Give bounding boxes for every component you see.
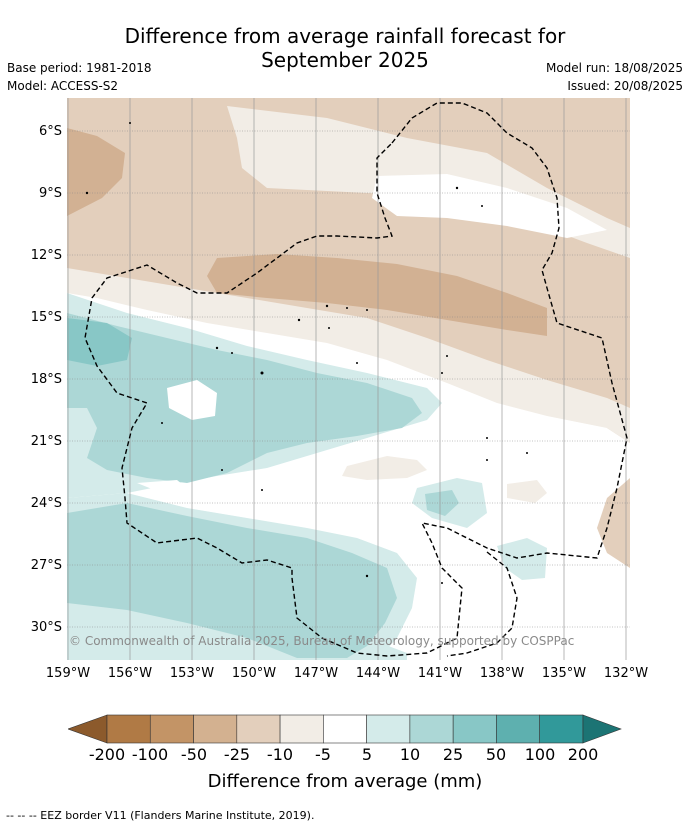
lat-label-12s: 12°S: [30, 248, 62, 263]
map-meridians: [67, 98, 627, 660]
eez-borders: [84, 102, 628, 657]
lat-label-6s: 6°S: [38, 124, 62, 139]
lat-label-18s: 18°S: [30, 372, 62, 387]
lon-label-141w: 141°W: [417, 666, 463, 681]
eez-footnote: -- -- -- EEZ border V11 (Flanders Marine…: [6, 809, 315, 822]
map-title: Difference from average rainfall forecas…: [0, 24, 690, 72]
wet-anomaly-core: [67, 318, 132, 366]
colorbar-extend-low: [67, 714, 108, 744]
wet-anomaly-south-mid: [67, 503, 397, 658]
colorbar-cell-0: [106, 714, 151, 744]
colorbar-cell-5: [323, 714, 367, 744]
meta-right: Model run: 18/08/2025 Issued: 20/08/2025: [546, 59, 683, 95]
colorbar-title: Difference from average (mm): [207, 771, 483, 792]
colorbar-cell-6: [366, 714, 411, 744]
colorbar-label-neg50: -50: [180, 745, 208, 764]
colorbar-cell-1: [149, 714, 194, 744]
colorbar-label-neg25: -25: [223, 745, 251, 764]
base-period: Base period: 1981-2018: [7, 61, 152, 75]
lon-label-144w: 144°W: [355, 666, 401, 681]
lon-label-147w: 147°W: [293, 666, 339, 681]
copyright-notice: © Commonwealth of Australia 2025, Bureau…: [69, 634, 575, 648]
lon-label-135w: 135°W: [541, 666, 587, 681]
colorbar-label-200: 200: [567, 745, 599, 764]
slightly-dry-band-south: [67, 268, 630, 443]
colorbar-cell-3: [236, 714, 281, 744]
colorbar-label-100: 100: [524, 745, 556, 764]
rainfall-map: [67, 98, 630, 660]
colorbar-label-neg10: -10: [266, 745, 294, 764]
very-dry-anomaly-region: [207, 254, 547, 336]
near-average-north: [372, 174, 607, 238]
lon-label-159w: 159°W: [45, 666, 91, 681]
lat-label-15s: 15°S: [30, 310, 62, 325]
issued-date: Issued: 20/08/2025: [567, 79, 683, 93]
colorbar-cells: [106, 714, 584, 744]
lon-label-153w: 153°W: [169, 666, 215, 681]
colorbar-extend-high: [582, 714, 622, 744]
lat-label-27s: 27°S: [30, 558, 62, 573]
island-markers: [85, 122, 528, 584]
colorbar-label-5: 5: [361, 745, 373, 764]
colorbar-cell-2: [193, 714, 238, 744]
wet-anomaly-far-east: [497, 538, 547, 580]
colorbar-label-neg5: -5: [315, 745, 331, 764]
colorbar-cell-10: [539, 714, 584, 744]
lat-label-9s: 9°S: [38, 186, 62, 201]
colorbar-label-neg100: -100: [131, 745, 169, 764]
colorbar-cell-8: [452, 714, 497, 744]
colorbar-label-25: 25: [442, 745, 464, 764]
lat-label-21s: 21°S: [30, 434, 62, 449]
colorbar-cell-4: [279, 714, 324, 744]
near-average-strip: [137, 480, 187, 493]
colorbar-label-10: 10: [399, 745, 421, 764]
dry-southeast-patch: [597, 478, 630, 568]
meta-left: Base period: 1981-2018 Model: ACCESS-S2: [7, 59, 152, 95]
very-dry-west-patch: [67, 128, 125, 216]
lon-label-138w: 138°W: [479, 666, 525, 681]
title-line-2: September 2025: [261, 48, 429, 72]
rainfall-map-svg: [67, 98, 630, 660]
lon-label-150w: 150°W: [231, 666, 277, 681]
slightly-dry-southeast: [507, 480, 547, 503]
model-run: Model run: 18/08/2025: [545, 61, 683, 75]
model-name: Model: ACCESS-S2: [7, 79, 119, 93]
lat-label-24s: 24°S: [30, 496, 62, 511]
colorbar-label-neg200: -200: [88, 745, 126, 764]
slightly-dry-center: [342, 456, 427, 480]
colorbar-label-50: 50: [485, 745, 507, 764]
title-line-1: Difference from average rainfall forecas…: [124, 24, 566, 48]
lat-label-30s: 30°S: [30, 620, 62, 635]
wet-anomaly-mid: [67, 313, 422, 483]
colorbar-cell-7: [409, 714, 454, 744]
lon-label-132w: 132°W: [603, 666, 649, 681]
lon-label-156w: 156°W: [107, 666, 153, 681]
colorbar: [67, 714, 624, 750]
colorbar-cell-9: [496, 714, 540, 744]
colorbar-svg: [67, 714, 622, 744]
